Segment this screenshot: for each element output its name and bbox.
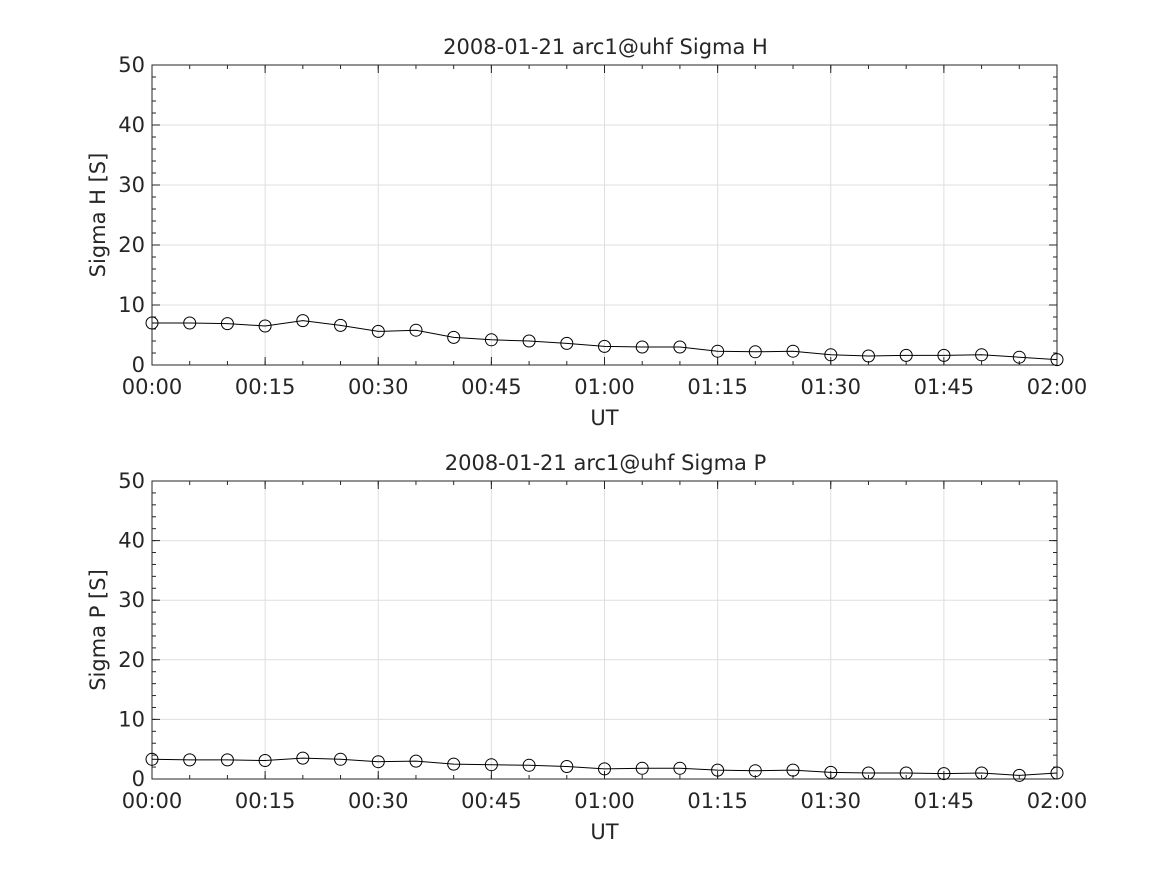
x-tick-label: 00:15 <box>235 375 296 399</box>
y-tick-label: 20 <box>118 648 145 672</box>
axes-box <box>151 64 1058 366</box>
y-tick-label: 50 <box>118 53 145 77</box>
data-point <box>937 348 951 362</box>
x-tick-label: 01:15 <box>687 375 748 399</box>
data-point <box>824 348 838 362</box>
data-point <box>220 753 234 767</box>
chart-title: 2008-01-21 arc1@uhf Sigma P <box>445 451 767 475</box>
x-tick-label: 02:00 <box>1027 375 1088 399</box>
y-tick-label: 10 <box>118 293 145 317</box>
data-point <box>484 333 498 347</box>
series-line <box>152 320 1058 361</box>
y-tick-label: 0 <box>132 353 145 377</box>
data-point <box>560 336 574 350</box>
data-point <box>220 317 234 331</box>
data-point <box>145 316 159 330</box>
y-tick-label: 40 <box>118 529 145 553</box>
x-axis-label: UT <box>590 406 618 430</box>
data-point <box>522 334 536 348</box>
x-axis-label: UT <box>590 820 618 844</box>
x-tick-label: 01:30 <box>800 789 861 813</box>
axes-box <box>151 480 1058 780</box>
data-point <box>673 761 687 775</box>
data-point <box>975 766 989 780</box>
data-point <box>862 349 875 363</box>
data-point <box>635 340 649 354</box>
data-point <box>635 761 649 775</box>
series-line <box>151 757 1058 776</box>
data-point <box>296 314 310 328</box>
chart-title: 2008-01-21 arc1@uhf Sigma H <box>443 35 768 59</box>
data-point <box>937 767 951 781</box>
data-point <box>673 340 687 354</box>
data-point <box>447 757 461 771</box>
y-axis-label: Sigma P [S] <box>86 569 110 691</box>
x-tick-label: 00:45 <box>461 789 522 813</box>
x-tick-label: 00:15 <box>235 789 296 813</box>
data-point <box>824 765 838 779</box>
data-point <box>786 344 800 358</box>
data-point <box>975 348 989 362</box>
x-tick-label: 02:00 <box>1027 789 1088 813</box>
data-point <box>1012 350 1026 364</box>
data-point <box>258 754 272 767</box>
y-tick-label: 20 <box>118 233 145 257</box>
data-point <box>258 319 272 333</box>
data-point <box>899 348 913 362</box>
data-point <box>334 752 347 766</box>
x-tick-label: 01:30 <box>800 375 861 399</box>
data-point <box>183 316 197 330</box>
x-tick-label: 01:45 <box>914 375 975 399</box>
y-tick-label: 40 <box>118 113 145 137</box>
data-point <box>711 763 725 777</box>
data-point <box>560 760 574 773</box>
data-point <box>899 766 913 780</box>
data-point <box>296 751 310 765</box>
x-tick-label: 01:00 <box>574 375 635 399</box>
data-point <box>334 318 347 332</box>
data-point <box>598 762 611 776</box>
x-tick-label: 00:00 <box>122 789 183 813</box>
y-tick-label: 30 <box>118 173 145 197</box>
y-tick-label: 0 <box>132 767 145 791</box>
y-axis-label: Sigma H [S] <box>86 153 110 278</box>
y-tick-label: 50 <box>118 469 145 493</box>
data-point <box>1050 766 1064 780</box>
y-tick-label: 30 <box>118 588 145 612</box>
data-point <box>711 344 725 358</box>
sigma-p-panel: 00:00 00:15 00:30 00:45 01:00 01:15 01:30 01:45… <box>86 451 1087 844</box>
data-point <box>145 752 159 766</box>
data-point <box>409 754 423 768</box>
x-tick-label: 00:30 <box>348 375 409 399</box>
data-point <box>522 758 536 772</box>
data-point <box>748 764 762 778</box>
x-tick-label: 01:45 <box>914 789 975 813</box>
data-point <box>447 330 461 344</box>
data-point <box>748 345 762 359</box>
data-point <box>1050 353 1064 367</box>
x-tick-label: 01:00 <box>574 789 635 813</box>
data-point <box>183 753 197 767</box>
data-point <box>371 324 385 338</box>
x-tick-label: 00:00 <box>122 375 183 399</box>
x-tick-label: 00:30 <box>348 789 409 813</box>
data-point <box>371 755 385 769</box>
sigma-h-panel: 00:00 00:15 00:30 00:45 01:00 01:15 01:30 01:45… <box>86 35 1087 430</box>
data-point <box>786 763 800 777</box>
data-point <box>862 766 875 780</box>
y-tick-label: 10 <box>118 707 145 731</box>
data-point <box>1012 768 1026 782</box>
x-tick-label: 00:45 <box>461 375 522 399</box>
data-point <box>598 339 611 353</box>
data-point <box>409 323 423 337</box>
data-point <box>484 758 498 772</box>
x-tick-label: 01:15 <box>687 789 748 813</box>
